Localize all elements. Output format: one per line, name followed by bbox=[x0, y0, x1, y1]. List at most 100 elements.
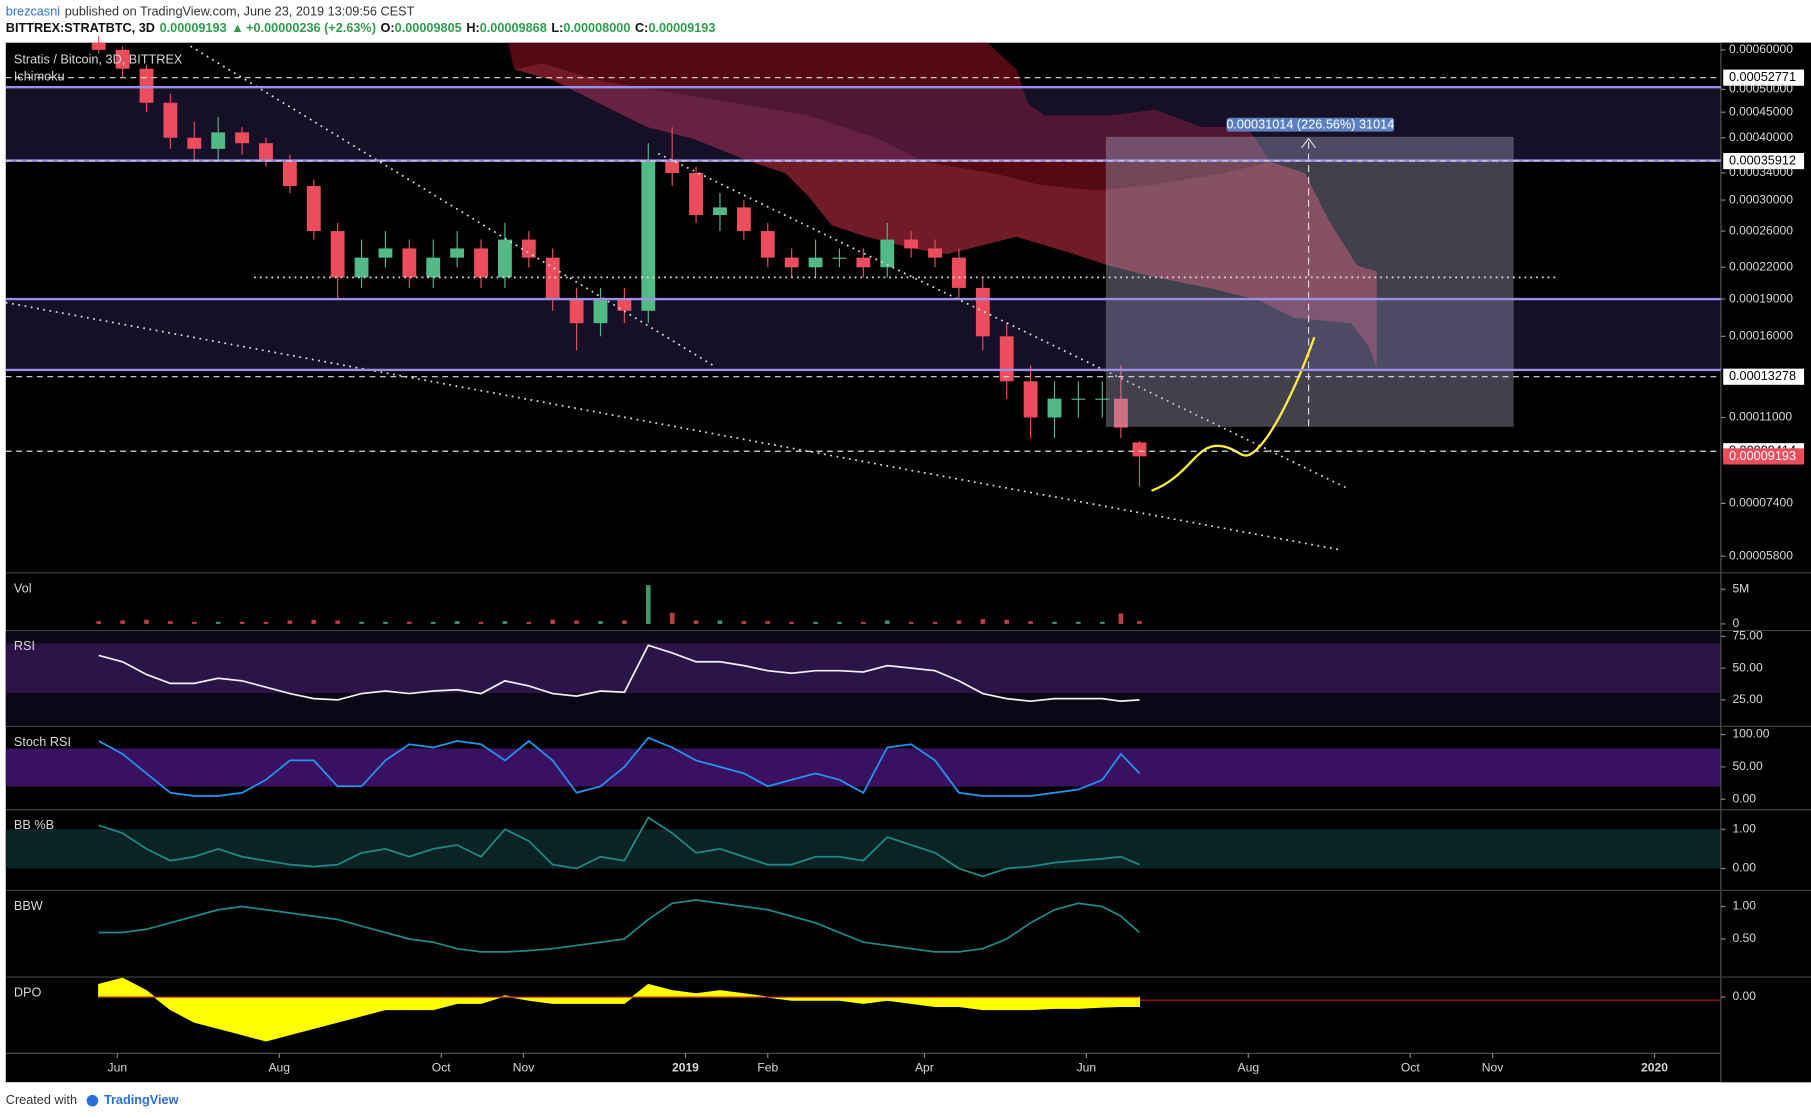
footer-brand[interactable]: TradingView bbox=[104, 1093, 179, 1107]
y-tick-label: 100.00 bbox=[1732, 727, 1769, 741]
y-tick-label: 75.00 bbox=[1732, 629, 1763, 643]
x-tick-label: Jun bbox=[1077, 1061, 1097, 1075]
footer-logo bbox=[86, 1094, 99, 1107]
rsi-band bbox=[5, 643, 1721, 693]
y-tick-label: 0.00 bbox=[1732, 791, 1756, 805]
symbol: BITTREX:STRATBTC, 3D bbox=[6, 21, 155, 35]
ohlc-value: 0.00008000 bbox=[563, 21, 630, 35]
x-tick-label: Aug bbox=[268, 1061, 290, 1075]
projection-box bbox=[1105, 136, 1514, 427]
volume-bar bbox=[980, 619, 986, 624]
arrow: ▲ bbox=[231, 21, 244, 35]
volume-bar bbox=[861, 621, 866, 624]
volume-bar bbox=[1076, 621, 1081, 624]
volume-bar bbox=[669, 612, 675, 624]
y-tick-label: 50.00 bbox=[1732, 759, 1763, 773]
candle-body bbox=[880, 239, 895, 268]
candle-body bbox=[928, 248, 942, 258]
ohlc-value: 0.00009868 bbox=[480, 21, 547, 35]
x-tick-label: 2020 bbox=[1641, 1061, 1668, 1075]
pane-label: RSI bbox=[14, 639, 35, 653]
published: published on TradingView.com, June 23, 2… bbox=[65, 5, 415, 19]
price-axis-background bbox=[1720, 42, 1811, 1083]
volume-bar bbox=[144, 619, 149, 624]
ichimoku-cloud-upper bbox=[513, 63, 1377, 368]
y-tick-label: 5M bbox=[1732, 581, 1749, 595]
y-tick-label: 0.00005800 bbox=[1729, 548, 1793, 562]
annotation: 0.00031014 (226.56%) 31014 bbox=[1226, 118, 1394, 132]
candle-body bbox=[282, 160, 297, 187]
volume-bar bbox=[813, 621, 818, 624]
candle-body bbox=[426, 257, 441, 278]
y-tick-label: 0.00007400 bbox=[1729, 496, 1793, 510]
candle-body bbox=[904, 239, 919, 249]
y-tick-label: 0.00040000 bbox=[1729, 130, 1793, 144]
candle-body bbox=[354, 257, 369, 278]
volume-bar bbox=[884, 620, 890, 624]
ohlc-key: H: bbox=[466, 21, 479, 35]
volume-bar bbox=[335, 620, 340, 624]
volume-bar bbox=[908, 621, 914, 624]
price-level-tag bbox=[1723, 69, 1805, 86]
x-tick-label: Apr bbox=[915, 1061, 934, 1075]
volume-bar bbox=[359, 621, 364, 624]
candle-body bbox=[951, 257, 966, 288]
zone bbox=[5, 299, 1721, 370]
stoch-band bbox=[5, 748, 1721, 787]
candle-body bbox=[1132, 442, 1147, 457]
ohlc-key: C: bbox=[635, 21, 648, 35]
y-tick-label: 0.00045000 bbox=[1729, 104, 1793, 118]
candle-body bbox=[306, 186, 321, 232]
y-tick-label: 0.00016000 bbox=[1729, 329, 1793, 343]
volume-bar bbox=[717, 620, 723, 624]
candle-body bbox=[856, 257, 871, 268]
volume-bar bbox=[574, 620, 579, 624]
line bbox=[98, 899, 1141, 953]
volume-bar bbox=[645, 585, 651, 624]
candle-body bbox=[999, 336, 1014, 382]
chart-title: Stratis / Bitcoin, 3D, BITTREX bbox=[14, 52, 183, 66]
volume-bar bbox=[383, 621, 388, 624]
price-level-label: 0.00052771 bbox=[1729, 70, 1796, 84]
volume-bar bbox=[622, 620, 627, 624]
candle-body bbox=[713, 207, 727, 216]
ohlc-value: 0.00009193 bbox=[648, 21, 715, 35]
volume-bar bbox=[1028, 621, 1033, 624]
footer-created: Created with bbox=[6, 1093, 77, 1107]
volume-bar bbox=[526, 621, 532, 624]
candle-body bbox=[474, 248, 488, 278]
candle-body bbox=[1047, 398, 1062, 418]
candle-body bbox=[450, 248, 465, 258]
trendline bbox=[190, 45, 717, 369]
candle-body bbox=[330, 231, 345, 278]
line bbox=[98, 644, 1140, 703]
price-level-tag bbox=[1723, 368, 1805, 385]
volume-bar bbox=[598, 621, 603, 624]
x-tick-label: Jun bbox=[108, 1061, 128, 1075]
candle-body bbox=[545, 257, 560, 300]
volume-bar bbox=[120, 620, 125, 624]
volume-bar bbox=[1052, 621, 1057, 624]
volume-bar bbox=[191, 621, 197, 624]
volume-bar bbox=[430, 621, 436, 624]
last-price-label: 0.00009193 bbox=[1729, 449, 1796, 463]
ohlc-key: O: bbox=[381, 21, 395, 35]
line bbox=[98, 736, 1141, 797]
change: +0.00000236 (+2.63%) bbox=[246, 21, 376, 35]
candle-body bbox=[641, 160, 656, 311]
y-tick-label: 1.00 bbox=[1732, 821, 1756, 835]
candle-body bbox=[211, 132, 226, 149]
volume-bar bbox=[168, 621, 173, 624]
pane-label: BB %B bbox=[14, 818, 54, 832]
y-tick-label: 1.00 bbox=[1732, 899, 1756, 913]
candle-body bbox=[115, 49, 130, 69]
candle-body bbox=[760, 231, 775, 258]
candle-body bbox=[139, 68, 154, 103]
author[interactable]: brezcasni bbox=[6, 5, 60, 19]
pane-label: DPO bbox=[14, 986, 42, 1000]
candle-body bbox=[91, 42, 106, 50]
candle-body bbox=[521, 239, 536, 258]
volume-bar bbox=[932, 621, 938, 624]
annotation-box bbox=[1226, 117, 1395, 132]
pane-label: BBW bbox=[14, 899, 43, 913]
